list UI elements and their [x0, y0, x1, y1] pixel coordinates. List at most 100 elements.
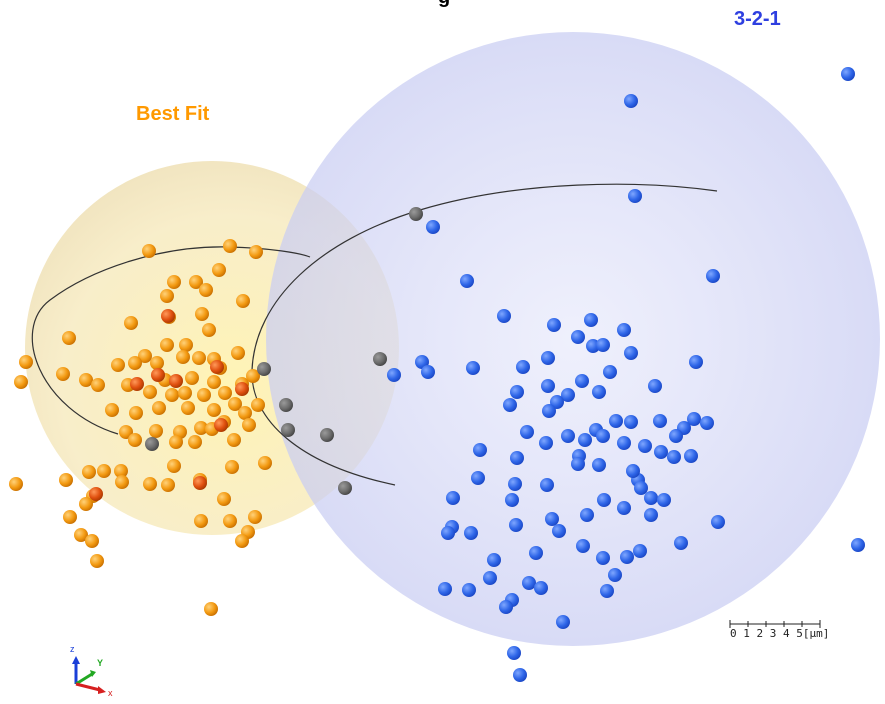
undefined [235, 382, 249, 396]
undefined [150, 356, 164, 370]
undefined [674, 536, 688, 550]
undefined [617, 436, 631, 450]
undefined [249, 245, 263, 259]
undefined [542, 404, 556, 418]
undefined [669, 429, 683, 443]
undefined [169, 435, 183, 449]
undefined [63, 510, 77, 524]
undefined [571, 457, 585, 471]
undefined [603, 365, 617, 379]
undefined [281, 423, 295, 437]
undefined [90, 554, 104, 568]
undefined [499, 600, 513, 614]
undefined [145, 437, 159, 451]
method-321-label: 3-2-1 [734, 8, 781, 30]
undefined [596, 551, 610, 565]
undefined [214, 418, 228, 432]
undefined [653, 414, 667, 428]
undefined [165, 388, 179, 402]
undefined [592, 385, 606, 399]
undefined [142, 244, 156, 258]
undefined [466, 361, 480, 375]
undefined [617, 323, 631, 337]
undefined [161, 309, 175, 323]
undefined [373, 352, 387, 366]
undefined [246, 369, 260, 383]
blue-point-cloud [387, 67, 865, 682]
undefined [128, 433, 142, 447]
undefined [257, 362, 271, 376]
undefined [505, 493, 519, 507]
undefined [508, 477, 522, 491]
undefined [91, 378, 105, 392]
undefined [251, 398, 265, 412]
undefined [654, 445, 668, 459]
undefined [228, 397, 242, 411]
axis-y-label: Y [97, 658, 103, 668]
undefined [561, 388, 575, 402]
undefined [446, 491, 460, 505]
undefined [684, 449, 698, 463]
undefined [634, 481, 648, 495]
orange-point-cloud [9, 239, 272, 616]
undefined [56, 367, 70, 381]
undefined [176, 350, 190, 364]
undefined [185, 371, 199, 385]
undefined [189, 275, 203, 289]
gray-point-cloud [145, 207, 423, 495]
undefined [487, 553, 501, 567]
undefined [212, 263, 226, 277]
undefined [438, 582, 452, 596]
undefined [218, 386, 232, 400]
undefined [197, 388, 211, 402]
undefined [510, 451, 524, 465]
undefined [550, 395, 564, 409]
undefined [152, 401, 166, 415]
undefined [497, 309, 511, 323]
undefined [441, 526, 455, 540]
undefined [130, 377, 144, 391]
undefined [82, 465, 96, 479]
undefined [227, 433, 241, 447]
undefined [74, 528, 88, 542]
undefined [633, 544, 647, 558]
undefined [79, 373, 93, 387]
undefined [540, 478, 554, 492]
undefined [534, 581, 548, 595]
undefined [700, 416, 714, 430]
undefined [115, 475, 129, 489]
axis-x-label: x [108, 688, 113, 698]
undefined [609, 414, 623, 428]
undefined [194, 514, 208, 528]
undefined [608, 568, 622, 582]
undefined [223, 514, 237, 528]
undefined [231, 346, 245, 360]
undefined [471, 471, 485, 485]
axis-triad-icon: z Y x [70, 644, 113, 698]
undefined [279, 398, 293, 412]
undefined [421, 365, 435, 379]
undefined [242, 418, 256, 432]
best-fit-arc [31, 246, 311, 435]
undefined [179, 338, 193, 352]
undefined [628, 189, 642, 203]
undefined [223, 239, 237, 253]
undefined [199, 283, 213, 297]
undefined [59, 473, 73, 487]
undefined [462, 583, 476, 597]
undefined [14, 375, 28, 389]
undefined [571, 330, 585, 344]
undefined [138, 349, 152, 363]
undefined [541, 379, 555, 393]
undefined [841, 67, 855, 81]
undefined [507, 646, 521, 660]
undefined [597, 493, 611, 507]
undefined [236, 294, 250, 308]
undefined [617, 501, 631, 515]
undefined [338, 481, 352, 495]
undefined [575, 374, 589, 388]
undefined [620, 550, 634, 564]
undefined [547, 318, 561, 332]
